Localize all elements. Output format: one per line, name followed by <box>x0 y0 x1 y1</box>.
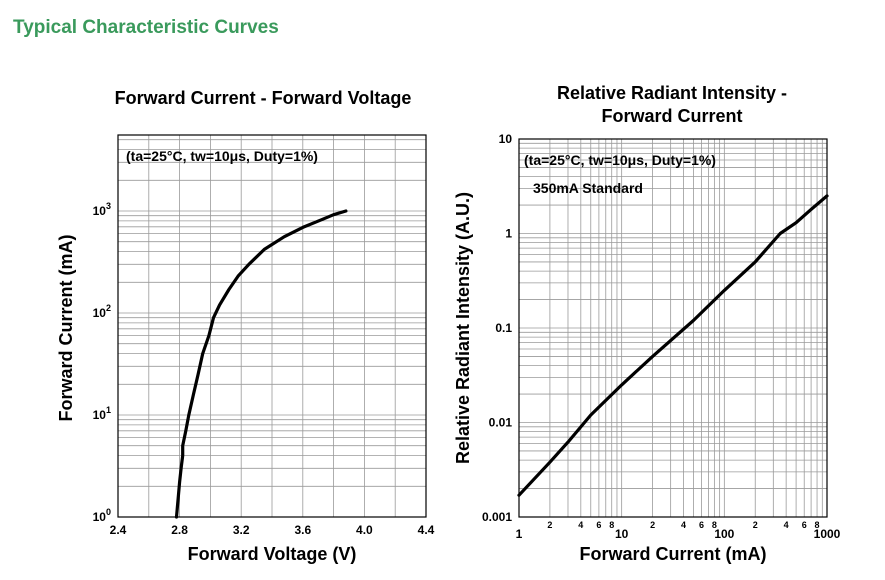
x-tick-label: 1000 <box>814 527 841 541</box>
grid-radiant-intensity <box>519 139 827 517</box>
x-axis-label-forward-voltage: Forward Voltage (V) <box>188 544 357 564</box>
x-tick-label: 3.2 <box>233 523 250 537</box>
x-minor-tick-label: 4 <box>681 520 686 530</box>
radiant-intensity-chart: Relative Radiant Intensity - Forward Cur… <box>453 83 841 564</box>
y-tick-label: 101 <box>93 405 111 422</box>
y-tick-label: 103 <box>93 201 111 218</box>
x-minor-tick-label: 2 <box>650 520 655 530</box>
chart-title-line-2: Forward Current <box>601 106 742 126</box>
y-tick-label: 100 <box>93 507 111 524</box>
x-tick-label: 10 <box>615 527 629 541</box>
x-minor-tick-label: 8 <box>609 520 614 530</box>
chart-title-forward-voltage: Forward Current - Forward Voltage <box>115 88 412 108</box>
x-tick-label: 2.4 <box>110 523 127 537</box>
standard-annotation: 350mA Standard <box>533 180 643 196</box>
series-group-forward-voltage <box>174 209 348 519</box>
page-title: Typical Characteristic Curves <box>13 17 279 38</box>
x-minor-tick-label: 4 <box>784 520 789 530</box>
tick-labels-forward-voltage: 2.4 2.8 3.2 3.6 4.0 4.4 100 101 102 103 <box>93 201 435 537</box>
chart-title-line-1: Relative Radiant Intensity - <box>557 83 787 103</box>
x-minor-tick-label: 2 <box>753 520 758 530</box>
radiant-intensity-curve <box>517 194 829 497</box>
conditions-annotation-2: (ta=25°C, tw=10μs, Duty=1%) <box>524 152 716 168</box>
y-tick-label: 10 <box>499 132 513 146</box>
y-axis-label-forward-current: Forward Current (mA) <box>56 234 76 421</box>
x-minor-tick-label: 8 <box>815 520 820 530</box>
conditions-annotation: (ta=25°C, tw=10μs, Duty=1%) <box>126 148 318 164</box>
x-minor-tick-label: 6 <box>699 520 704 530</box>
forward-voltage-chart: Forward Current - Forward Voltage 2.4 2.8… <box>56 88 435 564</box>
x-minor-tick-label: 4 <box>578 520 583 530</box>
x-minor-tick-label: 2 <box>547 520 552 530</box>
x-minor-tick-label: 6 <box>802 520 807 530</box>
x-minor-tick-label: 8 <box>712 520 717 530</box>
y-tick-label: 0.001 <box>482 510 512 524</box>
y-axis-label-radiant-intensity: Relative Radiant Intensity (A.U.) <box>453 192 473 464</box>
grid-forward-voltage <box>118 135 426 517</box>
x-axis-label-forward-current: Forward Current (mA) <box>579 544 766 564</box>
y-tick-label: 102 <box>93 303 111 320</box>
x-tick-label: 100 <box>714 527 734 541</box>
x-tick-label: 2.8 <box>171 523 188 537</box>
x-minor-tick-label: 6 <box>596 520 601 530</box>
x-tick-label: 4.0 <box>356 523 373 537</box>
plot-frame-radiant-intensity <box>518 138 828 518</box>
y-tick-label: 0.01 <box>489 416 513 430</box>
x-tick-label: 1 <box>516 527 523 541</box>
series-group-radiant-intensity <box>517 194 829 497</box>
plot-frame-forward-voltage <box>117 134 427 518</box>
y-tick-label: 1 <box>505 227 512 241</box>
forward-current-curve <box>174 209 348 519</box>
x-tick-label: 3.6 <box>294 523 311 537</box>
y-tick-label: 0.1 <box>495 321 512 335</box>
x-tick-label: 4.4 <box>418 523 435 537</box>
